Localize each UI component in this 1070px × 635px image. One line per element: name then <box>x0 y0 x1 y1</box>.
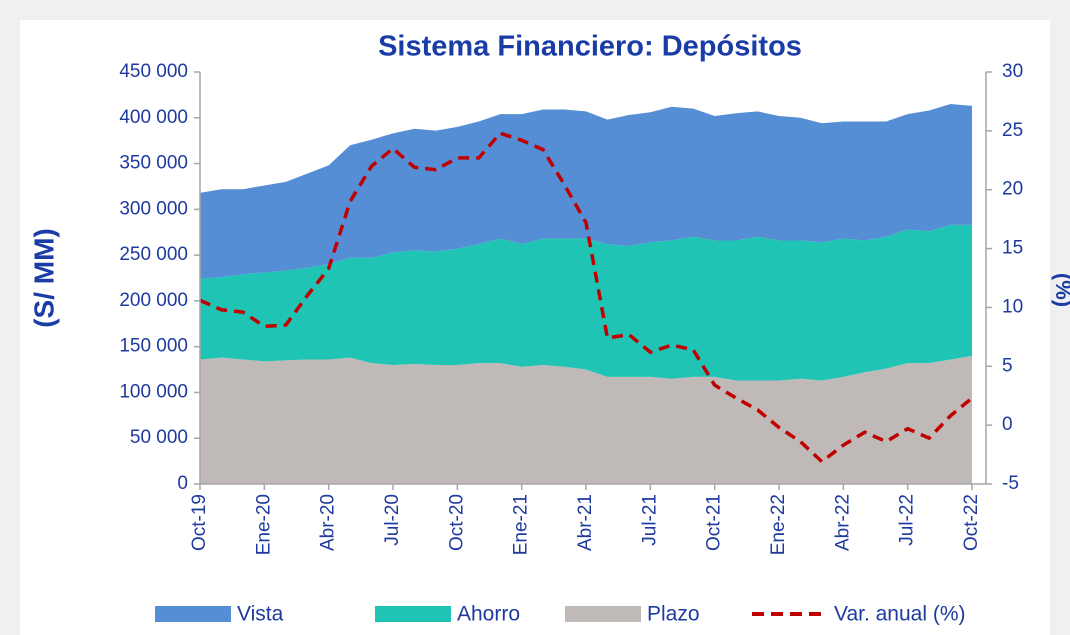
legend-swatch <box>565 606 641 622</box>
x-tick-label: Oct-21 <box>704 494 725 551</box>
x-tick-label: Ene-21 <box>511 494 532 555</box>
y-tick-label: 100 000 <box>119 381 188 402</box>
y-tick-label: 300 000 <box>119 198 188 219</box>
y-tick-label: 450 000 <box>119 61 188 82</box>
y2-tick-label: 15 <box>1002 238 1023 259</box>
area-ahorro <box>200 224 972 381</box>
area-vista <box>200 104 972 279</box>
x-tick-label: Oct-19 <box>189 494 210 551</box>
line-var-anual <box>199 131 974 464</box>
y2-axis-label: (%) <box>1051 273 1070 307</box>
x-tick-label: Oct-22 <box>961 494 982 551</box>
x-tick-label: Ene-20 <box>253 494 274 555</box>
x-tick-label: Ene-22 <box>768 494 789 555</box>
legend-label: Plazo <box>647 603 700 626</box>
legend-swatch <box>155 606 231 622</box>
y-tick-label: 150 000 <box>119 336 188 357</box>
chart-title: Sistema Financiero: Depósitos <box>378 31 802 63</box>
y-tick-label: 250 000 <box>119 244 188 265</box>
y-tick-label: 0 <box>177 473 188 494</box>
legend-swatch <box>375 606 451 622</box>
legend-label: Ahorro <box>457 603 520 626</box>
x-tick-label: Jul-21 <box>639 494 660 546</box>
x-tick-label: Abr-20 <box>318 494 339 551</box>
y2-tick-label: 25 <box>1002 120 1023 141</box>
y-tick-label: 350 000 <box>119 153 188 174</box>
y2-tick-label: -5 <box>1002 473 1019 494</box>
y2-tick-label: 0 <box>1002 414 1013 435</box>
legend-label: Var. anual (%) <box>834 603 966 626</box>
y-tick-label: 400 000 <box>119 107 188 128</box>
area-plazo <box>200 355 972 484</box>
y2-tick-label: 30 <box>1002 61 1023 82</box>
x-tick-label: Oct-20 <box>446 494 467 551</box>
y2-tick-label: 10 <box>1002 296 1023 317</box>
y2-tick-label: 5 <box>1002 355 1013 376</box>
y-axis-label: (S/ MM) <box>28 228 59 328</box>
x-tick-label: Jul-22 <box>897 494 918 546</box>
legend-label: Vista <box>237 603 284 626</box>
x-tick-label: Abr-21 <box>575 494 596 551</box>
y-tick-label: 200 000 <box>119 290 188 311</box>
y-tick-label: 50 000 <box>130 427 188 448</box>
x-tick-label: Abr-22 <box>832 494 853 551</box>
x-tick-label: Jul-20 <box>382 494 403 546</box>
y2-tick-label: 20 <box>1002 179 1023 200</box>
